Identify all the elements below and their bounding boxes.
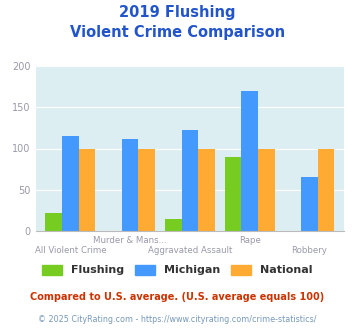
Bar	[122, 139, 138, 231]
Bar	[301, 178, 318, 231]
Text: © 2025 CityRating.com - https://www.cityrating.com/crime-statistics/: © 2025 CityRating.com - https://www.city…	[38, 315, 317, 324]
Bar	[318, 148, 334, 231]
Bar	[258, 148, 275, 231]
Bar	[198, 148, 215, 231]
Text: Aggravated Assault: Aggravated Assault	[148, 246, 232, 255]
Bar	[182, 129, 198, 231]
Text: Violent Crime Comparison: Violent Crime Comparison	[70, 25, 285, 40]
Text: All Violent Crime: All Violent Crime	[34, 246, 106, 255]
Bar	[138, 148, 155, 231]
Bar	[79, 148, 95, 231]
Bar	[45, 213, 62, 231]
Text: 2019 Flushing: 2019 Flushing	[119, 5, 236, 20]
Bar	[62, 136, 79, 231]
Bar	[241, 91, 258, 231]
Bar	[225, 157, 241, 231]
Legend: Flushing, Michigan, National: Flushing, Michigan, National	[42, 265, 313, 275]
Text: Rape: Rape	[239, 236, 261, 245]
Bar	[165, 218, 182, 231]
Text: Murder & Mans...: Murder & Mans...	[93, 236, 167, 245]
Text: Compared to U.S. average. (U.S. average equals 100): Compared to U.S. average. (U.S. average …	[31, 292, 324, 302]
Text: Robbery: Robbery	[291, 246, 327, 255]
